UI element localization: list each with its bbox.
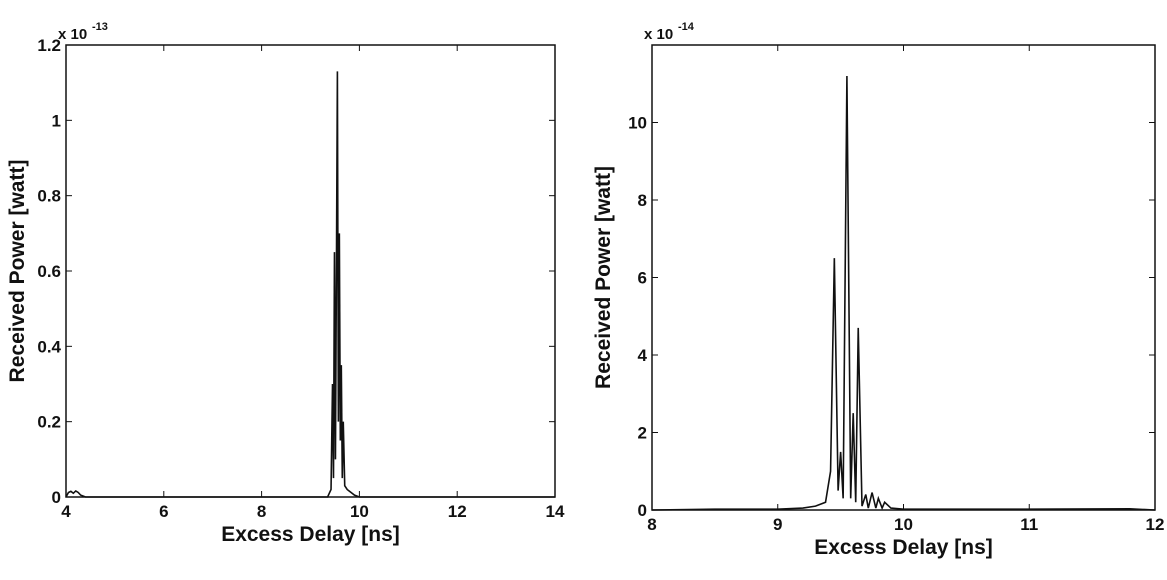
x-tick-label: 10 (350, 502, 369, 521)
y-tick-label: 0.8 (37, 187, 61, 206)
y-tick-label: 8 (638, 191, 647, 210)
x-tick-label: 4 (61, 502, 71, 521)
y-tick-label: 4 (638, 346, 648, 365)
x-tick-label: 11 (1020, 515, 1038, 534)
x-tick-label: 6 (159, 502, 168, 521)
y-tick-label: 0.6 (37, 262, 61, 281)
y-tick-label: 10 (628, 114, 647, 133)
y-tick-label: 0 (52, 488, 61, 507)
y-axis-label: Received Power [watt] (592, 166, 615, 389)
x-tick-label: 12 (448, 502, 467, 521)
plot-area (65, 44, 556, 498)
data-line (651, 75, 1156, 511)
y-tick-label: 0 (638, 501, 647, 520)
x-tick-label: 12 (1146, 515, 1165, 534)
plot-area (651, 44, 1156, 511)
y-tick-label: 0.4 (37, 337, 61, 356)
y-tick-label: 1.2 (37, 36, 61, 55)
x-tick-label: 9 (773, 515, 782, 534)
scale-label: x 10 (644, 26, 673, 43)
y-axis-label: Received Power [watt] (6, 160, 29, 383)
x-axis-label: Excess Delay [ns] (814, 536, 993, 559)
y-tick-label: 2 (638, 424, 647, 443)
x-tick-label: 8 (647, 515, 656, 534)
y-tick-label: 6 (638, 269, 647, 288)
x-tick-label: 8 (257, 502, 266, 521)
x-tick-label: 14 (546, 502, 565, 521)
scale-label: x 10 (58, 26, 87, 43)
data-line (65, 71, 555, 498)
scale-exponent: -14 (678, 21, 695, 33)
x-tick-label: 10 (894, 515, 913, 534)
y-tick-label: 0.2 (37, 413, 61, 432)
y-tick-label: 1 (52, 111, 61, 130)
x-axis-label: Excess Delay [ns] (221, 523, 400, 546)
scale-exponent: -13 (92, 21, 108, 33)
